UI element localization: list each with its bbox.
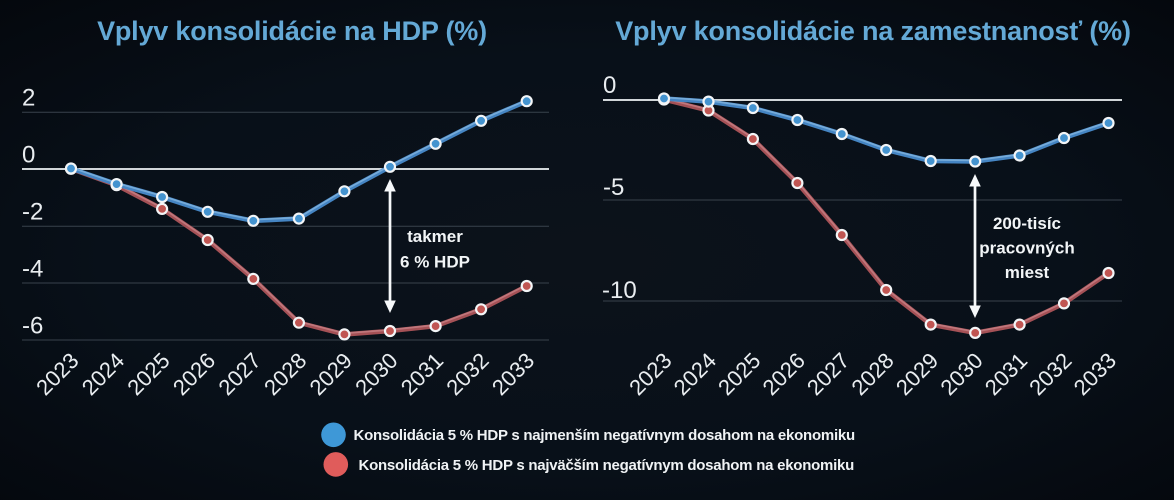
svg-text:6 % HDP: 6 % HDP: [400, 253, 470, 272]
svg-text:takmer: takmer: [407, 227, 463, 246]
svg-text:Vplyv konsolidácie na zamestna: Vplyv konsolidácie na zamestnanosť (%): [615, 16, 1131, 46]
svg-text:Konsolidácia 5 % HDP s najmenš: Konsolidácia 5 % HDP s najmenším negatív…: [354, 427, 855, 444]
svg-text:-6: -6: [22, 313, 43, 340]
svg-text:Vplyv konsolidácie na HDP (%): Vplyv konsolidácie na HDP (%): [97, 16, 487, 46]
svg-text:0: 0: [22, 142, 35, 169]
svg-text:2: 2: [22, 85, 35, 112]
svg-text:0: 0: [603, 72, 616, 99]
svg-text:200-tisíc: 200-tisíc: [993, 214, 1061, 233]
svg-text:-5: -5: [603, 174, 624, 201]
svg-text:pracovných: pracovných: [979, 239, 1074, 258]
svg-text:-4: -4: [22, 256, 43, 283]
svg-text:miest: miest: [1005, 263, 1050, 282]
svg-text:Konsolidácia 5 % HDP s najväčš: Konsolidácia 5 % HDP s najväčším negatív…: [359, 457, 855, 474]
svg-text:-2: -2: [22, 199, 43, 226]
svg-text:-10: -10: [602, 277, 637, 304]
